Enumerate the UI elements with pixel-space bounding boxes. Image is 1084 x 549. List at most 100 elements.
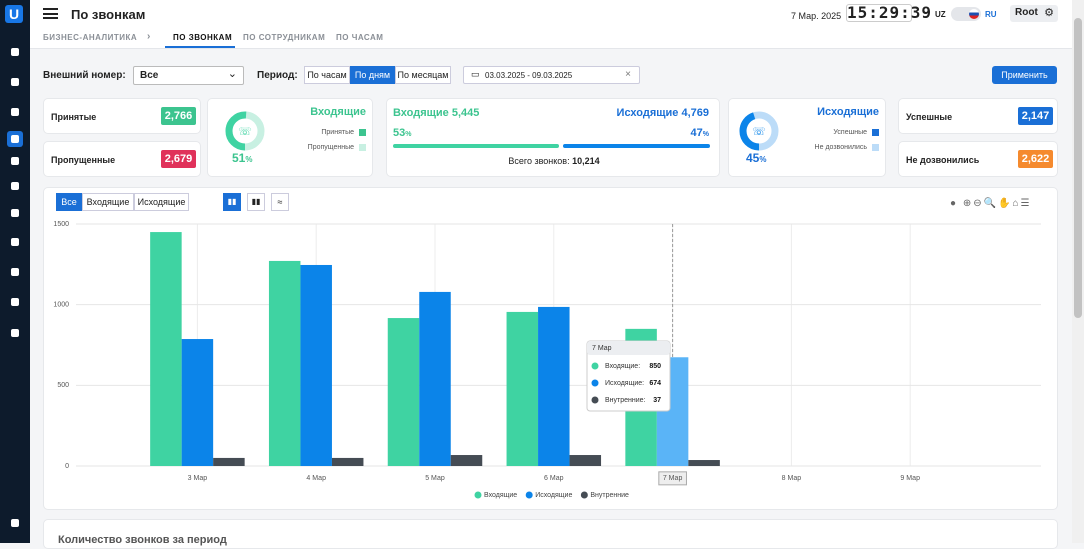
chart-toolbar[interactable]: ● ⊕⊖🔍✋⌂☰ — [950, 198, 1032, 209]
donut-percent: 51% — [232, 151, 252, 165]
y-tick-label: 500 — [57, 382, 69, 389]
percent-value: 45 — [746, 151, 760, 165]
legend-swatch — [359, 144, 366, 151]
clock: 15:29:39 — [846, 3, 933, 22]
x-tick-label: 5 Мар — [425, 475, 445, 482]
menu-icon[interactable] — [43, 8, 58, 19]
sidebar-icon[interactable] — [7, 205, 23, 221]
x-tick-label: 7 Мар — [663, 475, 683, 482]
label: Исходящие — [616, 107, 679, 119]
sidebar-icon[interactable] — [7, 294, 23, 310]
legend-swatch — [872, 144, 879, 151]
percent-bars — [393, 144, 710, 148]
value: 53 — [393, 127, 406, 139]
tab[interactable]: ПО СОТРУДНИКАМ — [243, 33, 326, 42]
tab[interactable]: ПО ЧАСАМ — [336, 33, 384, 42]
chart-filter-active[interactable]: Все — [56, 193, 82, 211]
bar — [181, 339, 214, 466]
legend-label: Успешные — [833, 129, 867, 136]
tab-underline — [165, 46, 235, 48]
sidebar-icon[interactable] — [7, 153, 23, 169]
donut-card: Входящие Принятые Пропущенные 51% ☏ — [207, 98, 373, 177]
tab-active[interactable]: ПО ЗВОНКАМ — [173, 33, 233, 42]
sidebar-icon[interactable] — [7, 74, 23, 90]
stat-value: 2,147 — [1018, 107, 1053, 125]
scrollbar[interactable] — [1072, 0, 1084, 543]
tooltip-label: Внутренние: — [605, 397, 646, 404]
legend-swatch — [872, 129, 879, 136]
x-tick-label: 8 Мар — [782, 475, 802, 482]
sidebar-icon[interactable] — [7, 234, 23, 250]
sidebar-icon[interactable] — [7, 104, 23, 120]
period-button[interactable]: По часам — [304, 66, 350, 84]
sidebar-icon[interactable] — [7, 264, 23, 280]
bar — [450, 455, 483, 466]
stat-card: Пропущенные 2,679 — [43, 141, 201, 177]
period-button[interactable]: По месяцам — [395, 66, 451, 84]
logo[interactable]: U — [5, 5, 23, 23]
user-name: Root — [1015, 7, 1038, 18]
percent-unit: % — [759, 155, 767, 164]
tooltip: 7 Мар Входящие: 850 Исходящие: 674 Внутренние… — [586, 340, 671, 412]
donut-card: Исходящие Успешные Не дозвонились 45% ☏ — [728, 98, 886, 177]
outgoing-percent: 47% — [691, 127, 709, 139]
x-tick-label: 3 Мар — [188, 475, 208, 482]
value: 10,214 — [572, 156, 600, 166]
bar — [506, 311, 539, 466]
stat-card: Принятые 2,766 — [43, 98, 201, 134]
value: 5,445 — [451, 107, 480, 119]
chart-filter[interactable]: Исходящие — [134, 193, 189, 211]
date-range-input[interactable]: ▭ 03.03.2025 - 09.03.2025 × — [463, 66, 640, 84]
percent-unit: % — [245, 155, 253, 164]
unit: % — [405, 131, 412, 138]
phone-icon: ☏ — [752, 126, 766, 138]
legend-marker — [525, 491, 533, 499]
chart-type-stacked[interactable]: ▮▮ — [247, 193, 265, 211]
label: Всего звонков: — [508, 156, 570, 166]
chart-type-bar[interactable]: ▮▮ — [223, 193, 241, 211]
sidebar-icon[interactable] — [7, 325, 23, 341]
bar — [331, 457, 364, 466]
lang-ru[interactable]: RU — [985, 10, 997, 19]
tooltip-value: 850 — [649, 363, 661, 370]
sidebar: U — [0, 0, 30, 543]
label: Входящие — [393, 107, 449, 119]
legend-marker — [474, 491, 482, 499]
x-tick-label: 6 Мар — [544, 475, 564, 482]
total: Всего звонков: 10,214 — [387, 156, 721, 166]
x-tick-label: 4 Мар — [306, 475, 326, 482]
apply-button[interactable]: Применить — [992, 66, 1057, 84]
lang-uz[interactable]: UZ — [935, 10, 946, 19]
x-label-highlight — [658, 471, 687, 486]
sidebar-icon[interactable] — [7, 178, 23, 194]
tooltip-label: Входящие: — [605, 363, 640, 370]
stat-value: 2,766 — [161, 107, 196, 125]
percent-bar — [393, 144, 559, 148]
totals-card: Входящие 5,445 Исходящие 4,769 53% 47% В… — [386, 98, 720, 177]
select-value: Все — [140, 70, 159, 81]
percent-bar — [562, 144, 710, 148]
unit: % — [702, 131, 709, 138]
breadcrumb[interactable]: БИЗНЕС-АНАЛИТИКА — [43, 33, 138, 42]
y-tick-label: 1500 — [53, 221, 69, 228]
lang-toggle[interactable] — [951, 7, 981, 21]
date-range: 03.03.2025 - 09.03.2025 — [485, 71, 573, 80]
user-button[interactable]: Root ⚙ — [1010, 5, 1058, 22]
sidebar-icon[interactable] — [7, 131, 23, 147]
sidebar-icon[interactable] — [7, 44, 23, 60]
sidebar-icon[interactable] — [7, 515, 23, 531]
period-button-active[interactable]: По дням — [350, 66, 395, 84]
number-select[interactable]: Все ⌄ — [133, 66, 244, 85]
legend-label: Внутренние — [590, 492, 629, 499]
value: 47 — [690, 127, 703, 139]
chart-type-line[interactable]: ≈ — [271, 193, 289, 211]
tooltip-marker — [591, 396, 599, 404]
chart-filter[interactable]: Входящие — [82, 193, 134, 211]
card-title: Количество звонков за период — [58, 534, 227, 546]
outgoing-label: Исходящие 4,769 — [617, 107, 709, 119]
legend-label: Не дозвонились — [814, 144, 867, 151]
incoming-percent: 53% — [393, 127, 411, 139]
period-label: Период: — [257, 70, 298, 81]
